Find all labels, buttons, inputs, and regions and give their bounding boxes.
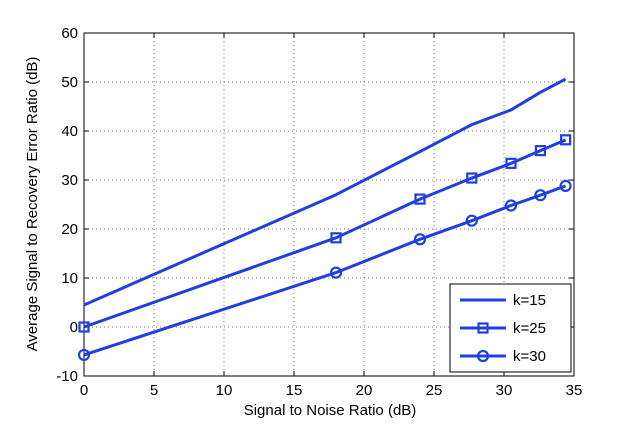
y-tick-label: 20 — [61, 221, 78, 238]
data-point — [504, 199, 518, 212]
x-tick-label: 10 — [216, 382, 233, 399]
data-point — [534, 189, 547, 202]
legend-entry: k=25 — [460, 320, 546, 337]
series-k=25 — [78, 134, 572, 333]
y-tick-label: 30 — [61, 172, 78, 189]
series-line — [83, 77, 567, 307]
data-point — [505, 157, 517, 169]
x-tick-label: 25 — [426, 382, 443, 399]
y-tick-label: -10 — [56, 368, 78, 385]
series-line — [83, 138, 567, 329]
legend-label: k=15 — [513, 292, 546, 309]
y-tick-label: 10 — [61, 270, 78, 287]
legend: k=15 k=25 k=30 — [449, 283, 572, 373]
y-tick-label: 50 — [61, 74, 78, 91]
series-group — [77, 77, 572, 362]
y-tick-label: 0 — [70, 319, 78, 336]
data-point — [559, 134, 572, 146]
data-point — [78, 321, 90, 333]
data-point — [330, 232, 342, 244]
legend-swatch-marker — [477, 322, 489, 334]
x-tick-label: 30 — [496, 382, 513, 399]
data-point — [466, 172, 478, 184]
legend-label: k=25 — [513, 320, 546, 337]
plot-frame — [83, 32, 575, 377]
x-tick-label: 35 — [566, 382, 583, 399]
legend-swatch-marker — [476, 349, 490, 363]
series-k=15 — [83, 77, 567, 307]
y-tick-label: 60 — [61, 25, 78, 42]
x-tick-label: 20 — [356, 382, 373, 399]
data-point — [413, 233, 427, 246]
legend-label: k=30 — [513, 348, 546, 365]
data-point — [534, 145, 547, 157]
legend-entry: k=15 — [460, 292, 546, 309]
y-tick-label: 40 — [61, 123, 78, 140]
y-axis-label: Average Signal to Recovery Error Ratio (… — [24, 57, 41, 352]
data-point — [414, 193, 426, 205]
x-tick-label: 5 — [150, 382, 158, 399]
data-point — [77, 348, 91, 362]
data-point — [465, 214, 478, 227]
x-tick-label: 15 — [286, 382, 303, 399]
series-line — [83, 184, 567, 357]
series-k=30 — [77, 179, 572, 362]
data-point — [329, 266, 343, 279]
data-point — [559, 179, 572, 192]
legend-entry: k=30 — [460, 348, 546, 365]
x-axis-label: Signal to Noise Ratio (dB) — [244, 402, 417, 419]
x-tick-label: 0 — [80, 382, 88, 399]
